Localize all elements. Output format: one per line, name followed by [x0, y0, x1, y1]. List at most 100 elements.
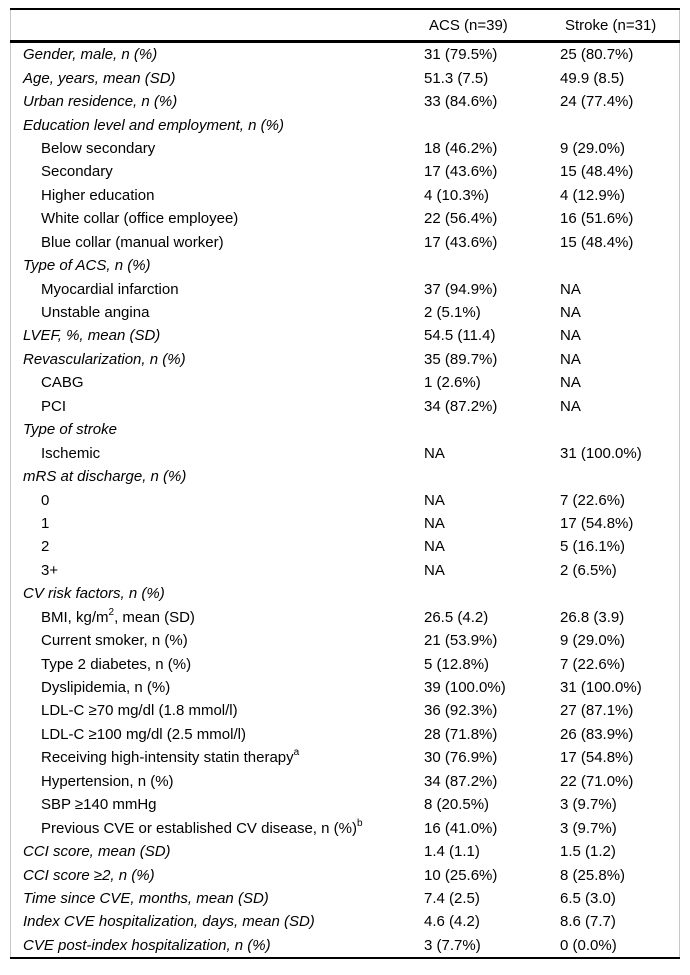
row-label-text: 2 [41, 538, 50, 556]
table-row: Blue collar (manual worker) 17 (43.6%) 1… [11, 231, 679, 254]
table-row: Secondary 17 (43.6%) 15 (48.4%) [11, 160, 679, 183]
cell-acs-value: 37 (94.9%) [424, 280, 498, 298]
row-label: Gender, male, n (%) [11, 46, 424, 63]
cell-acs-value: 22 (56.4%) [424, 210, 498, 228]
row-label-text: mRS at discharge, n (%) [23, 468, 187, 486]
cell-stroke-value: 26 (83.9%) [560, 725, 634, 743]
cell-acs-value: NA [424, 491, 445, 509]
row-label-text: Below secondary [41, 139, 156, 157]
row-label: Myocardial infarction [11, 281, 424, 298]
row-label-text: 1 [41, 514, 50, 532]
cell-stroke-value: 16 (51.6%) [560, 210, 634, 228]
table-row: LDL-C ≥70 mg/dl (1.8 mmol/l) 36 (92.3%) … [11, 699, 679, 722]
cell-acs-value: 4 (10.3%) [424, 186, 490, 204]
row-label-text: Type of ACS, n (%) [23, 257, 151, 275]
cell-stroke-value: 8 (25.8%) [560, 866, 626, 884]
row-label: 2 [11, 538, 424, 555]
cell-acs-value: 8 (20.5%) [424, 796, 490, 814]
row-label-text: 0 [41, 491, 50, 509]
cell-stroke-value: 26.8 (3.9) [560, 608, 625, 626]
table-row: Gender, male, n (%) 31 (79.5%) 25 (80.7%… [11, 43, 679, 66]
cell-stroke-value: 22 (71.0%) [560, 772, 634, 790]
row-label-text: 3+ [41, 561, 59, 579]
row-label: LDL-C ≥100 mg/dl (2.5 mmol/l) [11, 726, 424, 743]
cell-stroke-value: 6.5 (3.0) [560, 889, 616, 907]
row-label: CCI score ≥2, n (%) [11, 867, 424, 884]
cell-acs-value: 17 (43.6%) [424, 163, 498, 181]
cell-stroke-value: 3 (9.7%) [560, 819, 617, 837]
cell-stroke-value: 7 (22.6%) [560, 491, 626, 509]
row-label-text: Previous CVE or established CV disease, … [41, 819, 357, 837]
row-label: Hypertension, n (%) [11, 773, 424, 790]
row-label: CVE post-index hospitalization, n (%) [11, 937, 424, 954]
row-label: Age, years, mean (SD) [11, 70, 424, 87]
row-label: Secondary [11, 163, 424, 180]
row-label: BMI, kg/m2, mean (SD) [11, 607, 424, 626]
bottom-rule [10, 957, 680, 960]
table-row: 3+ NA 2 (6.5%) [11, 559, 679, 582]
header-rule [10, 40, 680, 43]
table-row: PCI 34 (87.2%) NA [11, 395, 679, 418]
cell-stroke-value: 25 (80.7%) [560, 46, 634, 64]
table-row: Index CVE hospitalization, days, mean (S… [11, 910, 679, 933]
cell-stroke-value: 1.5 (1.2) [560, 843, 616, 861]
row-label: Unstable angina [11, 304, 424, 321]
row-label: Below secondary [11, 140, 424, 157]
cell-acs-value: 34 (87.2%) [424, 397, 498, 415]
table-row: Hypertension, n (%) 34 (87.2%) 22 (71.0%… [11, 770, 679, 793]
table-row: CCI score ≥2, n (%) 10 (25.6%) 8 (25.8%) [11, 863, 679, 886]
table-row: CABG 1 (2.6%) NA [11, 371, 679, 394]
table-row: BMI, kg/m2, mean (SD) 26.5 (4.2) 26.8 (3… [11, 606, 679, 629]
table-row: CV risk factors, n (%) [11, 582, 679, 605]
cell-stroke-value: NA [560, 374, 581, 392]
row-label-text: SBP ≥140 mmHg [41, 796, 157, 814]
cell-acs-value: 34 (87.2%) [424, 772, 498, 790]
cell-acs-value: 31 (79.5%) [424, 46, 498, 64]
row-label: Higher education [11, 187, 424, 204]
cell-stroke-value: 8.6 (7.7) [560, 913, 616, 931]
cell-stroke-value: NA [560, 327, 581, 345]
row-label-text: Unstable angina [41, 304, 150, 322]
table-row: Higher education 4 (10.3%) 4 (12.9%) [11, 184, 679, 207]
table-body: Gender, male, n (%) 31 (79.5%) 25 (80.7%… [10, 43, 680, 958]
row-label-text: Time since CVE, months, mean (SD) [23, 889, 269, 907]
row-label-text: LDL-C ≥70 mg/dl (1.8 mmol/l) [41, 702, 238, 720]
row-label: Urban residence, n (%) [11, 93, 424, 110]
cell-acs-value: 35 (89.7%) [424, 350, 498, 368]
row-label-text: Index CVE hospitalization, days, mean (S… [23, 913, 315, 931]
table-row: CVE post-index hospitalization, n (%) 3 … [11, 934, 679, 957]
cell-stroke-value: NA [560, 280, 581, 298]
table-row: Revascularization, n (%) 35 (89.7%) NA [11, 348, 679, 371]
table-row: Receiving high-intensity statin therapya… [11, 746, 679, 769]
cell-acs-value: 5 (12.8%) [424, 655, 490, 673]
cell-acs-value: 26.5 (4.2) [424, 608, 489, 626]
cell-acs-value: 3 (7.7%) [424, 936, 481, 954]
baseline-characteristics-table: ACS (n=39) Stroke (n=31) Gender, male, n… [10, 8, 680, 960]
table-row: Age, years, mean (SD) 51.3 (7.5) 49.9 (8… [11, 66, 679, 89]
table-row: mRS at discharge, n (%) [11, 465, 679, 488]
cell-stroke-value: 4 (12.9%) [560, 186, 626, 204]
table-row: Type of stroke [11, 418, 679, 441]
row-label: PCI [11, 398, 424, 415]
row-label: CV risk factors, n (%) [11, 585, 424, 602]
row-label-text: Secondary [41, 163, 113, 181]
row-label: SBP ≥140 mmHg [11, 796, 424, 813]
row-label-text: CV risk factors, n (%) [23, 585, 165, 603]
table-row: Type of ACS, n (%) [11, 254, 679, 277]
row-label-text: Type of stroke [23, 421, 117, 439]
row-label-text: Hypertension, n (%) [41, 772, 174, 790]
row-label: 0 [11, 492, 424, 509]
row-label-text: CCI score ≥2, n (%) [23, 866, 155, 884]
cell-stroke-value: 17 (54.8%) [560, 749, 634, 767]
table-row: 2 NA 5 (16.1%) [11, 535, 679, 558]
row-label: Type 2 diabetes, n (%) [11, 656, 424, 673]
cell-stroke-value: 9 (29.0%) [560, 632, 626, 650]
row-label: LDL-C ≥70 mg/dl (1.8 mmol/l) [11, 702, 424, 719]
cell-stroke-value: 24 (77.4%) [560, 93, 634, 111]
table-row: Current smoker, n (%) 21 (53.9%) 9 (29.0… [11, 629, 679, 652]
table-row: Urban residence, n (%) 33 (84.6%) 24 (77… [11, 90, 679, 113]
table-row: Myocardial infarction 37 (94.9%) NA [11, 277, 679, 300]
row-label: LVEF, %, mean (SD) [11, 327, 424, 344]
row-label: Current smoker, n (%) [11, 632, 424, 649]
row-label-text: Age, years, mean (SD) [23, 69, 176, 87]
